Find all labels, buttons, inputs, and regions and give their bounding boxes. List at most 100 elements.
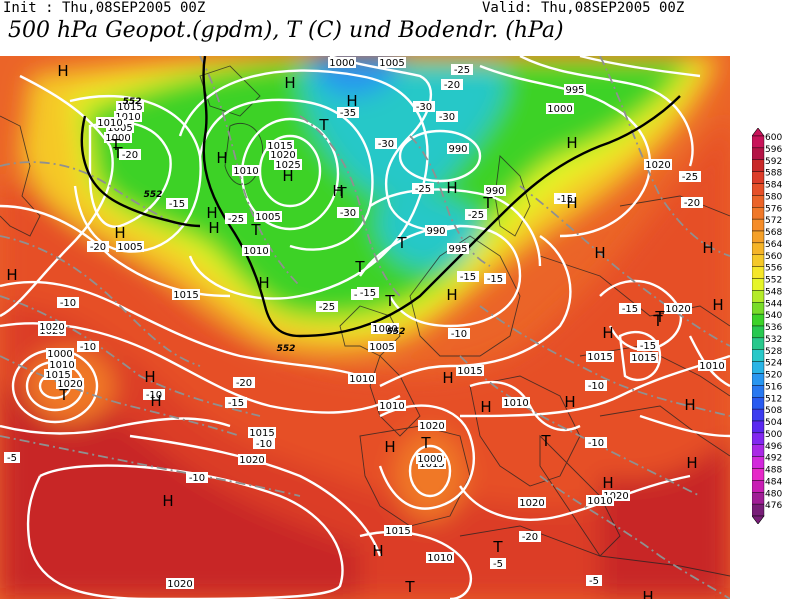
temperature-label: -30: [416, 102, 432, 113]
pressure-label: 1000: [47, 349, 72, 360]
temperature-label: -30: [439, 112, 455, 123]
high-pressure-marker: H: [384, 438, 395, 456]
high-pressure-marker: H: [144, 368, 155, 386]
pressure-label: 1015: [45, 370, 70, 381]
pressure-label-bg: [484, 185, 506, 196]
legend-tick-label: 576: [765, 204, 782, 214]
legend-swatch: [751, 135, 765, 149]
low-pressure-marker: T: [354, 258, 365, 276]
legend-swatch: [751, 432, 765, 445]
pressure-label: 995: [565, 85, 584, 96]
pressure-label: 1010: [243, 246, 268, 257]
legend-swatch: [751, 397, 765, 410]
pressure-label: 1010: [503, 398, 528, 409]
pressure-label-bg: [96, 117, 124, 128]
temperature-label: -30: [340, 208, 356, 219]
pressure-label-bg: [630, 352, 658, 363]
geopotential-label: 552: [123, 97, 142, 107]
temperature-label-bg: [637, 340, 659, 351]
pressure-label: 1010: [349, 374, 374, 385]
temperature-label: -25: [454, 65, 470, 76]
high-pressure-marker: H: [446, 179, 457, 197]
temperature-label: -10: [189, 473, 205, 484]
geopotential-labels: 552 552 552 552: [123, 97, 406, 354]
temperature-label: -10: [588, 438, 604, 449]
legend-swatch: [751, 408, 765, 422]
pressure-label-bg: [328, 57, 356, 68]
legend-swatch: [751, 492, 765, 505]
temperature-label-bg: [448, 328, 470, 339]
temperature-label-bg: [519, 531, 541, 542]
pressure-label: 1020: [419, 421, 444, 432]
temperature-label: -10: [60, 298, 76, 309]
legend-tick-label: 520: [765, 371, 782, 381]
legend-tick-label: 540: [765, 311, 782, 321]
temperature-label: -10: [451, 329, 467, 340]
high-pressure-marker: H: [150, 392, 161, 410]
legend-tick-label: 552: [765, 276, 782, 286]
high-pressure-marker: H: [564, 393, 575, 411]
legend-swatch: [751, 480, 765, 493]
legend-tick-label: 476: [765, 501, 782, 511]
temperature-label: -5: [7, 453, 17, 464]
legend-swatch: [751, 242, 765, 255]
legend-swatch: [751, 503, 765, 517]
pressure-label: 1020: [57, 379, 82, 390]
temperature-label: -5: [493, 559, 503, 570]
pressure-label: 990: [448, 144, 467, 155]
pressure-label-bg: [378, 57, 406, 68]
low-pressure-marker: T: [58, 386, 69, 404]
legend-swatch: [751, 159, 765, 172]
low-pressure-marker: T: [404, 578, 415, 596]
pressure-label: 1005: [107, 123, 132, 134]
pressure-label: 1015: [419, 459, 444, 470]
high-pressure-marker: H: [446, 286, 457, 304]
low-pressure-marker: T: [318, 116, 329, 134]
pressure-label: 1020: [645, 160, 670, 171]
pressure-label-bg: [378, 400, 406, 411]
legend-tick-label: 544: [765, 299, 782, 309]
temperature-label-bg: [681, 197, 703, 208]
temperature-label: -15: [487, 274, 503, 285]
pressure-label: 1010: [699, 361, 724, 372]
high-pressure-marker: H: [684, 396, 695, 414]
weather-map: 1000 1005 995 1000 1015 1010 1005 1000 1015 1020 1…: [0, 56, 730, 599]
pressure-label-bg: [48, 359, 76, 370]
pressure-label: 1020: [239, 455, 264, 466]
pressure-label: 1020: [519, 498, 544, 509]
pressure-label: 1020: [603, 491, 628, 502]
temperature-label: -10: [588, 381, 604, 392]
temperature-label: -15: [622, 304, 638, 315]
temperature-label-bg: [619, 303, 641, 314]
temperature-label: -20: [522, 532, 538, 543]
high-pressure-marker: H: [284, 74, 295, 92]
low-pressure-marker: T: [654, 308, 665, 326]
pressure-label-bg: [232, 165, 260, 176]
legend-tick-label: 584: [765, 181, 782, 191]
pressure-label-bg: [586, 351, 614, 362]
temperature-label-bg: [554, 193, 576, 204]
temperature-label-bg: [119, 149, 141, 160]
legend-arrow-top: [751, 127, 765, 137]
temperature-label: -15: [169, 199, 185, 210]
legend-tick-label: 556: [765, 264, 782, 274]
pressure-label: 995: [448, 244, 467, 255]
legend-swatch: [751, 468, 765, 481]
pressure-label: 1015: [385, 526, 410, 537]
legend-tick-label: 548: [765, 287, 782, 297]
temperature-label-bg: [585, 380, 607, 391]
pressure-label-bg: [698, 360, 726, 371]
legend-swatch: [751, 373, 765, 386]
geopotential-label: 552: [387, 327, 406, 337]
pressure-label: 1015: [267, 141, 292, 152]
high-pressure-marker: H: [346, 92, 357, 110]
pressure-label: 1000: [417, 454, 442, 465]
legend-swatch: [751, 456, 765, 469]
pressure-label: 990: [485, 186, 504, 197]
pressure-labels: 1000 100599510001015101010051000101510201…: [38, 57, 726, 590]
temperature-label-bg: [490, 558, 506, 569]
pressure-label-bg: [644, 159, 672, 170]
legend-arrow-bottom: [751, 515, 765, 525]
pressure-label: 1005: [255, 212, 280, 223]
pressure-label-bg: [371, 323, 399, 334]
